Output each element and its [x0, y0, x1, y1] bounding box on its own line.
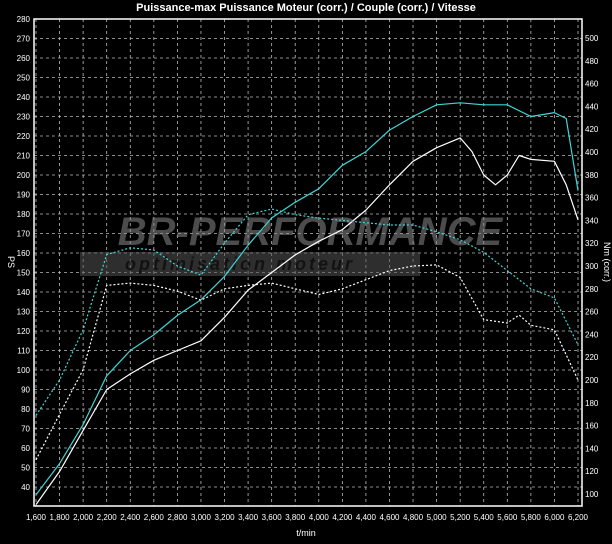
series-line-3: [35, 208, 579, 416]
y-left-tick-label: 40: [21, 483, 30, 492]
y-left-tick-label: 60: [21, 444, 30, 453]
y-right-tick-label: 320: [585, 239, 599, 248]
x-tick-label: 4,800: [403, 513, 424, 522]
y-left-tick-label: 120: [17, 327, 31, 336]
y-right-tick-label: 180: [585, 399, 599, 408]
y-right-tick-label: 360: [585, 194, 599, 203]
y-left-tick-label: 230: [17, 113, 31, 122]
x-tick-label: 2,800: [167, 513, 188, 522]
series-line-1: [35, 102, 579, 496]
x-tick-label: 2,400: [120, 513, 141, 522]
y-left-tick-label: 70: [21, 425, 30, 434]
y-right-tick-label: 280: [585, 285, 599, 294]
x-tick-label: 6,000: [544, 513, 565, 522]
y-right-tick-label: 260: [585, 308, 599, 317]
y-right-tick-label: 460: [585, 80, 599, 89]
y-right-tick-label: 100: [585, 490, 599, 499]
x-tick-label: 1,800: [50, 513, 71, 522]
x-tick-label: 3,400: [238, 513, 259, 522]
x-tick-label: 2,600: [144, 513, 165, 522]
x-tick-label: 1,600: [26, 513, 47, 522]
x-tick-label: 5,000: [427, 513, 448, 522]
x-tick-label: 3,000: [191, 513, 212, 522]
y-left-tick-label: 150: [17, 269, 31, 278]
watermark-logo-text: BR-PERFORMANCE: [118, 210, 504, 254]
x-tick-label: 4,600: [379, 513, 400, 522]
y-left-tick-label: 80: [21, 405, 30, 414]
plot-frame: [33, 18, 583, 507]
y-left-tick-label: 250: [17, 74, 31, 83]
y-axis-left-label: PS: [6, 256, 16, 268]
y-left-tick-label: 180: [17, 210, 31, 219]
x-tick-label: 3,600: [262, 513, 283, 522]
x-tick-label: 5,200: [450, 513, 471, 522]
y-left-tick-label: 110: [17, 347, 30, 356]
y-left-tick-label: 280: [17, 15, 31, 24]
series-line-2: [35, 137, 579, 505]
y-right-tick-label: 120: [585, 467, 599, 476]
x-axis-label: t/min: [296, 528, 316, 538]
y-right-tick-label: 340: [585, 216, 599, 225]
x-tick-label: 2,000: [73, 513, 94, 522]
y-right-tick-label: 380: [585, 171, 599, 180]
x-tick-label: 5,400: [474, 513, 495, 522]
y-axis-right-label: Nm (corr.): [602, 242, 612, 282]
watermark-logo: BR-PERFORMANCE optimisation moteur: [80, 210, 504, 276]
chart-title: Puissance-max Puissance Moteur (corr.) /…: [136, 2, 476, 14]
y-right-tick-label: 160: [585, 422, 599, 431]
y-left-tick-label: 190: [17, 191, 31, 200]
y-right-tick-label: 440: [585, 102, 599, 111]
y-left-tick-label: 210: [17, 152, 31, 161]
y-right-tick-label: 140: [585, 444, 599, 453]
y-left-tick-label: 130: [17, 308, 31, 317]
ticks: 1,600 1,800 2,000 2,200 2,400 2,600 2,800 3,000…: [17, 15, 599, 522]
y-right-tick-label: 220: [585, 353, 599, 362]
x-tick-label: 6,200: [568, 513, 589, 522]
y-right-tick-label: 500: [585, 34, 599, 43]
x-tick-label: 2,200: [97, 513, 118, 522]
y-left-tick-label: 100: [17, 366, 31, 375]
y-left-tick-label: 50: [21, 464, 30, 473]
x-tick-label: 4,400: [356, 513, 377, 522]
y-right-tick-label: 420: [585, 125, 599, 134]
y-right-tick-label: 300: [585, 262, 599, 271]
y-left-tick-label: 160: [17, 249, 31, 258]
y-left-tick-label: 220: [17, 132, 31, 141]
x-tick-label: 4,000: [309, 513, 330, 522]
series-line-4: [35, 264, 579, 461]
y-right-tick-label: 200: [585, 376, 599, 385]
y-left-tick-label: 200: [17, 171, 31, 180]
y-right-tick-label: 240: [585, 330, 599, 339]
series-layer: [35, 102, 579, 505]
x-tick-label: 5,800: [521, 513, 542, 522]
x-tick-label: 3,200: [215, 513, 236, 522]
y-right-tick-label: 400: [585, 148, 599, 157]
y-right-tick-label: 480: [585, 57, 599, 66]
x-tick-label: 5,600: [497, 513, 518, 522]
y-left-tick-label: 140: [17, 288, 31, 297]
watermark-tagline: optimisation moteur: [125, 254, 355, 274]
y-left-tick-label: 240: [17, 93, 31, 102]
x-tick-label: 4,200: [332, 513, 353, 522]
y-left-tick-label: 170: [17, 230, 31, 239]
y-left-tick-label: 260: [17, 54, 31, 63]
y-left-tick-label: 270: [17, 35, 31, 44]
x-tick-label: 3,800: [285, 513, 306, 522]
y-left-tick-label: 90: [21, 386, 30, 395]
